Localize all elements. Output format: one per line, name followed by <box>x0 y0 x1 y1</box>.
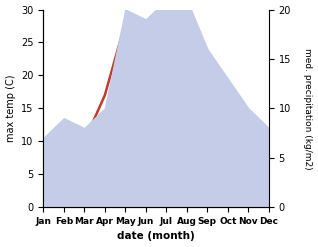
Y-axis label: med. precipitation (kg/m2): med. precipitation (kg/m2) <box>303 48 313 169</box>
Y-axis label: max temp (C): max temp (C) <box>5 75 16 142</box>
X-axis label: date (month): date (month) <box>117 231 195 242</box>
